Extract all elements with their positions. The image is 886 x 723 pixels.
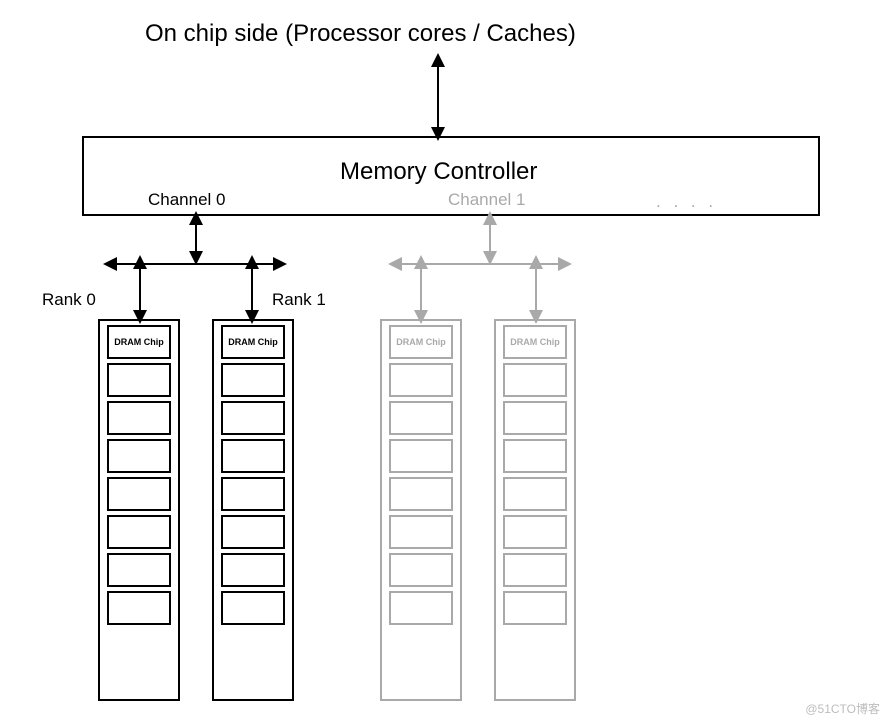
watermark: @51CTO博客: [805, 700, 880, 717]
arrow-layer: [0, 0, 886, 723]
